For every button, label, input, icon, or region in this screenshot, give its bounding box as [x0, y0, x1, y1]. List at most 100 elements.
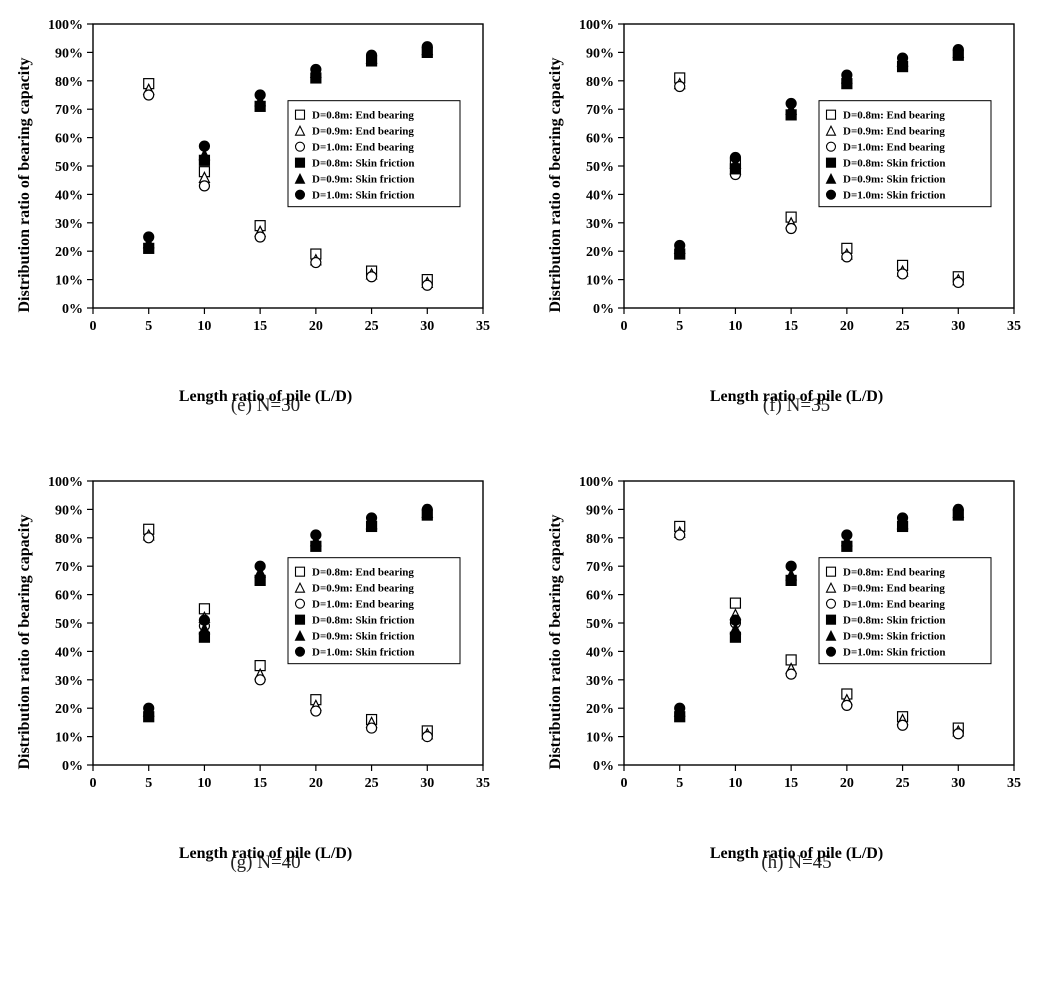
- xtick-label: 20: [839, 319, 853, 334]
- panel-e: 0%10%20%30%40%50%60%70%80%90%100%0510152…: [20, 10, 511, 417]
- ytick-label: 70%: [55, 560, 83, 575]
- xtick-label: 25: [364, 776, 378, 791]
- xtick-label: 35: [1007, 776, 1021, 791]
- xtick-label: 20: [308, 319, 322, 334]
- legend-label: D=1.0m: End bearing: [312, 599, 414, 611]
- scatter-chart-g: 0%10%20%30%40%50%60%70%80%90%100%0510152…: [31, 467, 501, 817]
- ytick-label: 50%: [586, 617, 614, 632]
- y-axis-label: Distribution ratio of bearing capacity: [16, 57, 34, 312]
- legend-label: D=0.9m: End bearing: [312, 126, 414, 138]
- xtick-label: 10: [197, 776, 211, 791]
- xtick-label: 20: [839, 776, 853, 791]
- chart-wrap: 0%10%20%30%40%50%60%70%80%90%100%0510152…: [562, 10, 1032, 360]
- xtick-label: 5: [145, 776, 152, 791]
- legend-label: D=0.8m: End bearing: [312, 110, 414, 122]
- panel-g: 0%10%20%30%40%50%60%70%80%90%100%0510152…: [20, 467, 511, 874]
- xtick-label: 35: [476, 776, 490, 791]
- legend-label: D=0.9m: End bearing: [843, 126, 945, 138]
- xtick-label: 25: [895, 776, 909, 791]
- ytick-label: 30%: [55, 217, 83, 232]
- y-axis-label: Distribution ratio of bearing capacity: [547, 514, 565, 769]
- xtick-label: 5: [145, 319, 152, 334]
- legend-label: D=0.9m: Skin friction: [843, 631, 946, 643]
- xtick-label: 0: [620, 319, 627, 334]
- ytick-label: 90%: [586, 46, 614, 61]
- scatter-chart-f: 0%10%20%30%40%50%60%70%80%90%100%0510152…: [562, 10, 1032, 360]
- xtick-label: 30: [951, 319, 965, 334]
- legend-label: D=0.8m: Skin friction: [843, 158, 946, 170]
- xtick-label: 0: [89, 776, 96, 791]
- panel-h: 0%10%20%30%40%50%60%70%80%90%100%0510152…: [551, 467, 1042, 874]
- xtick-label: 20: [308, 776, 322, 791]
- legend-label: D=1.0m: End bearing: [312, 142, 414, 154]
- ytick-label: 50%: [586, 160, 614, 175]
- ytick-label: 100%: [48, 475, 83, 490]
- ytick-label: 60%: [55, 589, 83, 604]
- xtick-label: 35: [1007, 319, 1021, 334]
- xtick-label: 35: [476, 319, 490, 334]
- y-axis-label: Distribution ratio of bearing capacity: [16, 514, 34, 769]
- ytick-label: 0%: [593, 759, 614, 774]
- legend-label: D=0.9m: End bearing: [312, 583, 414, 595]
- xtick-label: 30: [951, 776, 965, 791]
- ytick-label: 40%: [55, 188, 83, 203]
- xtick-label: 25: [364, 319, 378, 334]
- legend-label: D=1.0m: Skin friction: [312, 647, 415, 659]
- x-axis-label: Length ratio of pile (L/D): [710, 388, 883, 406]
- legend-label: D=0.8m: End bearing: [843, 567, 945, 579]
- ytick-label: 80%: [55, 75, 83, 90]
- xtick-label: 10: [197, 319, 211, 334]
- ytick-label: 0%: [62, 302, 83, 317]
- ytick-label: 10%: [586, 274, 614, 289]
- ytick-label: 70%: [586, 560, 614, 575]
- ytick-label: 80%: [586, 75, 614, 90]
- ytick-label: 50%: [55, 617, 83, 632]
- ytick-label: 30%: [586, 217, 614, 232]
- legend-label: D=0.8m: Skin friction: [312, 615, 415, 627]
- ytick-label: 90%: [55, 503, 83, 518]
- ytick-label: 10%: [55, 731, 83, 746]
- xtick-label: 15: [253, 319, 267, 334]
- chart-wrap: 0%10%20%30%40%50%60%70%80%90%100%0510152…: [31, 467, 501, 817]
- ytick-label: 40%: [586, 188, 614, 203]
- xtick-label: 15: [784, 776, 798, 791]
- xtick-label: 30: [420, 776, 434, 791]
- ytick-label: 90%: [586, 503, 614, 518]
- legend-label: D=0.8m: Skin friction: [312, 158, 415, 170]
- legend-label: D=1.0m: Skin friction: [843, 647, 946, 659]
- ytick-label: 0%: [62, 759, 83, 774]
- ytick-label: 20%: [586, 702, 614, 717]
- ytick-label: 10%: [586, 731, 614, 746]
- legend-label: D=0.8m: End bearing: [312, 567, 414, 579]
- ytick-label: 20%: [586, 245, 614, 260]
- legend-label: D=1.0m: End bearing: [843, 142, 945, 154]
- xtick-label: 0: [620, 776, 627, 791]
- chart-wrap: 0%10%20%30%40%50%60%70%80%90%100%0510152…: [31, 10, 501, 360]
- ytick-label: 100%: [48, 18, 83, 33]
- chart-wrap: 0%10%20%30%40%50%60%70%80%90%100%0510152…: [562, 467, 1032, 817]
- ytick-label: 60%: [586, 589, 614, 604]
- x-axis-label: Length ratio of pile (L/D): [179, 845, 352, 863]
- legend-label: D=0.9m: End bearing: [843, 583, 945, 595]
- ytick-label: 10%: [55, 274, 83, 289]
- ytick-label: 60%: [55, 132, 83, 147]
- ytick-label: 70%: [586, 103, 614, 118]
- scatter-chart-e: 0%10%20%30%40%50%60%70%80%90%100%0510152…: [31, 10, 501, 360]
- legend-label: D=1.0m: Skin friction: [843, 190, 946, 202]
- xtick-label: 5: [676, 319, 683, 334]
- ytick-label: 40%: [586, 645, 614, 660]
- ytick-label: 20%: [55, 702, 83, 717]
- ytick-label: 60%: [586, 132, 614, 147]
- ytick-label: 100%: [579, 475, 614, 490]
- legend-label: D=1.0m: Skin friction: [312, 190, 415, 202]
- legend-label: D=0.8m: Skin friction: [843, 615, 946, 627]
- ytick-label: 30%: [586, 674, 614, 689]
- ytick-label: 40%: [55, 645, 83, 660]
- ytick-label: 30%: [55, 674, 83, 689]
- ytick-label: 50%: [55, 160, 83, 175]
- xtick-label: 15: [784, 319, 798, 334]
- x-axis-label: Length ratio of pile (L/D): [710, 845, 883, 863]
- legend-label: D=0.9m: Skin friction: [312, 174, 415, 186]
- ytick-label: 80%: [586, 532, 614, 547]
- ytick-label: 70%: [55, 103, 83, 118]
